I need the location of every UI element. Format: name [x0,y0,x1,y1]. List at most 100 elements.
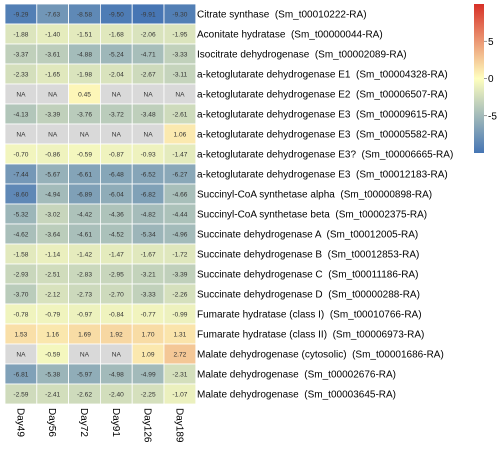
heatmap-cell-value: -2.51 [45,271,60,278]
row-label: a-ketoglutarate dehydrogenase E1 (Sm_t00… [197,70,448,81]
heatmap-cell-value: -2.26 [172,291,187,298]
heatmap-cell-value: -4.71 [141,51,156,58]
heatmap-cell-value: -0.78 [13,311,28,318]
heatmap-cell-value: -0.59 [45,351,60,358]
heatmap-cell-value: -4.96 [172,231,187,238]
row-label: a-ketoglutarate dehydrogenase E2 (Sm_t00… [197,90,448,101]
heatmap-cell-value: 1.06 [173,131,186,138]
heatmap-cell-value: -1.47 [109,251,124,258]
heatmap-cell-value: NA [175,91,185,98]
heatmap-cell-value: -1.14 [45,251,60,258]
heatmap-cell-value: -1.07 [172,391,187,398]
heatmap-cell-value: -4.44 [172,211,187,218]
heatmap-cell-value: -2.25 [141,391,156,398]
heatmap-cell-value: -3.02 [45,211,60,218]
heatmap-cell-value: -3.48 [141,111,156,118]
heatmap-cell-value: -3.11 [173,71,188,78]
heatmap-cell-value: -4.42 [77,211,92,218]
heatmap-cell-value: 1.53 [14,331,27,338]
heatmap-cell-value: -2.70 [109,291,124,298]
row-label: a-ketoglutarate dehydrogenase E3 (Sm_t00… [197,130,448,141]
heatmap-cell-value: -3.39 [172,271,187,278]
heatmap-cell-value: -1.72 [172,251,187,258]
heatmap-cell-value: -6.04 [109,191,124,198]
row-label: Succinate dehydrogenase C (Sm_t00011186-… [197,270,418,281]
heatmap-cell-value: -1.47 [172,151,187,158]
row-label: Fumarate hydratase (class II) (Sm_t00006… [197,330,424,341]
heatmap-cell-value: -2.59 [13,391,28,398]
heatmap-cell-value: -2.95 [109,271,124,278]
heatmap-cell-value: -0.79 [45,311,60,318]
row-label: a-ketoglutarate dehydrogenase E3 (Sm_t00… [197,110,448,121]
heatmap-cell-value: -1.51 [77,31,92,38]
heatmap-cell-value: -8.58 [77,11,92,18]
heatmap-cell-value: NA [48,131,58,138]
heatmap-cell-value: -2.06 [141,31,156,38]
heatmap-cell-value: NA [80,351,90,358]
heatmap-cell-value: -2.40 [109,391,124,398]
heatmap-cell-value: -9.29 [13,11,28,18]
heatmap-cell-value: -4.62 [13,231,28,238]
heatmap-cell-value: -1.98 [77,71,92,78]
row-label: Fumarate hydratase (class I) (Sm_t000107… [197,310,422,321]
heatmap-cell-value: -2.33 [13,71,28,78]
row-label: Succinyl-CoA synthetase beta (Sm_t000023… [197,210,427,221]
heatmap-cell-value: -0.86 [45,151,60,158]
row-label: Succinyl-CoA synthetase alpha (Sm_t00000… [197,190,432,201]
heatmap-cell-value: -1.40 [45,31,60,38]
column-labels: Day49 Day56 Day72 Day91 Day126 Day189 [14,408,184,443]
heatmap-cell-value: -9.50 [109,11,124,18]
heatmap-cell-value: -3.64 [45,231,60,238]
heatmap-cell-value: NA [112,131,122,138]
heatmap-cell-value: 1.09 [142,351,155,358]
heatmap-cell-value: -4.99 [141,371,156,378]
heatmap-cell-value: -1.95 [172,31,187,38]
heatmap-cell-value: -6.82 [141,191,156,198]
heatmap-cell-value: -4.13 [13,111,28,118]
heatmap-cell-value: 0.45 [78,91,91,98]
heatmap-cell-value: -2.73 [77,291,92,298]
column-label-day91: Day91 [110,408,121,437]
heatmap-cell-value: -3.76 [77,111,92,118]
row-labels: Citrate synthase (Sm_t00010222-RA) Aconit… [197,10,453,401]
heatmap-cell-value: -2.41 [45,391,60,398]
heatmap-cell-value: -3.37 [13,51,28,58]
heatmap-cell-value: -3.21 [141,271,156,278]
heatmap-cell-value: -8.60 [13,191,28,198]
heatmap-cell-value: -3.33 [141,291,156,298]
heatmap-cell-value: 1.70 [142,331,155,338]
heatmap-cell-value: NA [112,351,122,358]
row-label: a-ketoglutarate dehydrogenase E3 (Sm_t00… [197,170,448,181]
heatmap-cell-value: -3.61 [45,51,60,58]
row-label: Succinate dehydrogenase A (Sm_t00012005-… [197,230,418,241]
heatmap-cell-value: -6.81 [13,371,28,378]
row-label: Succinate dehydrogenase D (Sm_t00000288-… [197,290,420,301]
heatmap-cell-value: -5.24 [109,51,124,58]
row-label: Aconitate hydratase (Sm_t00000044-RA) [197,30,383,41]
heatmap-cell-value: -1.67 [141,251,156,258]
column-label-day126: Day126 [142,408,153,443]
heatmap-cell-value: -5.32 [13,211,28,218]
heatmap-cell-value: NA [16,91,26,98]
heatmap-cell-value: NA [112,91,122,98]
heatmap-cell-value: -0.99 [172,311,187,318]
legend-tick-label: -5 [488,111,497,122]
row-label: Succinate dehydrogenase B (Sm_t00012853-… [197,250,419,261]
column-label-day56: Day56 [46,408,57,437]
heatmap-cell [163,383,197,405]
heatmap-cell-value: NA [144,91,154,98]
heatmap-cell-value: -3.39 [45,111,60,118]
heatmap-cell-value: -5.67 [45,171,60,178]
heatmap-cell-value: -9.91 [141,11,156,18]
heatmap-cell-value: -4.82 [141,211,156,218]
heatmap-cell-value: 1.16 [46,331,59,338]
heatmap-cell-value: NA [144,131,154,138]
column-label-day72: Day72 [78,408,89,437]
heatmap-cell-value: -0.84 [109,311,124,318]
heatmap-cell-value: -3.33 [172,51,187,58]
heatmap-cell-value: -7.63 [45,11,60,18]
heatmap-cell-value: -2.04 [109,71,124,78]
legend-ticks: 5 0 -5 [484,37,497,122]
heatmap-cell-value: NA [16,131,26,138]
